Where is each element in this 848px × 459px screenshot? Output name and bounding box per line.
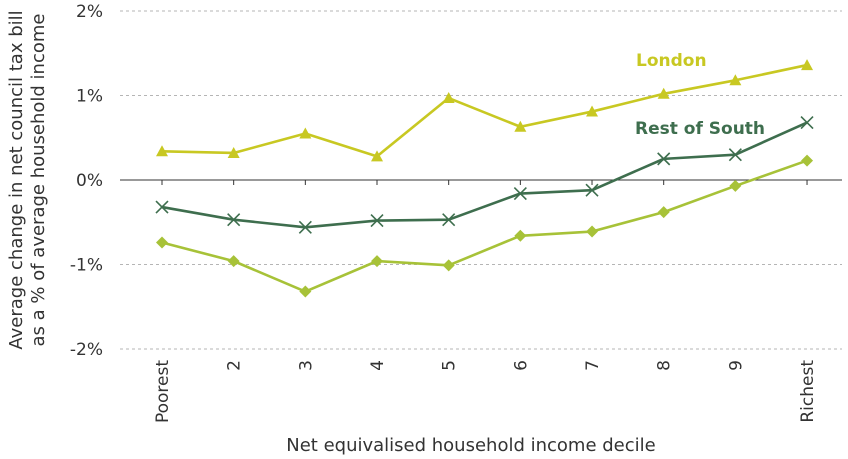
data-point-cross xyxy=(155,200,169,214)
x-tick-label: 8 xyxy=(655,360,675,371)
data-point-diamond xyxy=(442,259,455,272)
x-tick-label: 5 xyxy=(440,360,460,371)
data-point-cross xyxy=(657,152,671,166)
data-point-triangle xyxy=(657,87,670,99)
data-point-diamond xyxy=(657,206,670,219)
data-point-diamond xyxy=(371,255,384,268)
series-layer xyxy=(155,59,814,298)
data-point-triangle xyxy=(156,145,168,157)
series-label: London xyxy=(636,51,707,71)
y-axis-title: Average change in net council tax billas… xyxy=(6,10,49,349)
y-tick-label: 1% xyxy=(76,87,103,107)
data-point-cross xyxy=(298,220,312,234)
data-point-triangle xyxy=(801,59,814,71)
y-tick-label: -2% xyxy=(70,340,103,360)
x-tick-label: 2 xyxy=(225,360,245,371)
y-tick-label: -1% xyxy=(70,256,103,276)
series-label: Rest of South xyxy=(635,119,765,139)
axes: 2% 1% 0% -1% -2% Poorest 2 3 4 5 6 7 8 9 Richest xyxy=(70,2,842,423)
series-line xyxy=(161,159,808,293)
data-point-cross xyxy=(370,213,384,228)
data-point-diamond xyxy=(729,179,742,192)
labels: Net equivalised household income decile A… xyxy=(6,10,765,456)
data-point-diamond xyxy=(586,225,599,238)
x-tick-label: 9 xyxy=(726,360,746,371)
series-unlabelled xyxy=(156,154,814,298)
data-point-cross xyxy=(800,115,814,130)
series-rest-of-south xyxy=(155,115,814,234)
data-point-triangle xyxy=(371,150,384,162)
data-point-triangle xyxy=(514,120,527,132)
data-point-diamond xyxy=(514,229,527,242)
x-tick-label: Poorest xyxy=(153,360,173,423)
data-point-triangle xyxy=(227,146,240,158)
x-tick-label: 6 xyxy=(511,360,531,371)
data-point-triangle xyxy=(586,105,599,117)
y-tick-label: 0% xyxy=(76,171,103,191)
data-point-diamond xyxy=(801,154,814,167)
data-point-triangle xyxy=(442,92,455,104)
x-tick-label: Richest xyxy=(798,360,818,423)
data-point-cross xyxy=(513,186,527,201)
data-point-triangle xyxy=(729,74,742,86)
series-line xyxy=(161,63,808,158)
data-point-cross xyxy=(585,183,599,197)
y-tick-label: 2% xyxy=(76,2,103,22)
data-point-cross xyxy=(728,148,742,162)
data-point-cross xyxy=(227,213,241,227)
data-point-diamond xyxy=(299,285,312,298)
data-point-triangle xyxy=(299,127,312,139)
data-point-diamond xyxy=(156,236,168,249)
data-point-diamond xyxy=(227,255,240,268)
data-point-cross xyxy=(442,213,456,227)
x-tick-label: 4 xyxy=(368,360,388,371)
series-line xyxy=(161,121,808,229)
series-london xyxy=(156,59,814,162)
x-axis-title: Net equivalised household income decile xyxy=(286,435,655,456)
x-tick-label: 3 xyxy=(296,360,316,371)
x-tick-label: 7 xyxy=(583,360,603,371)
